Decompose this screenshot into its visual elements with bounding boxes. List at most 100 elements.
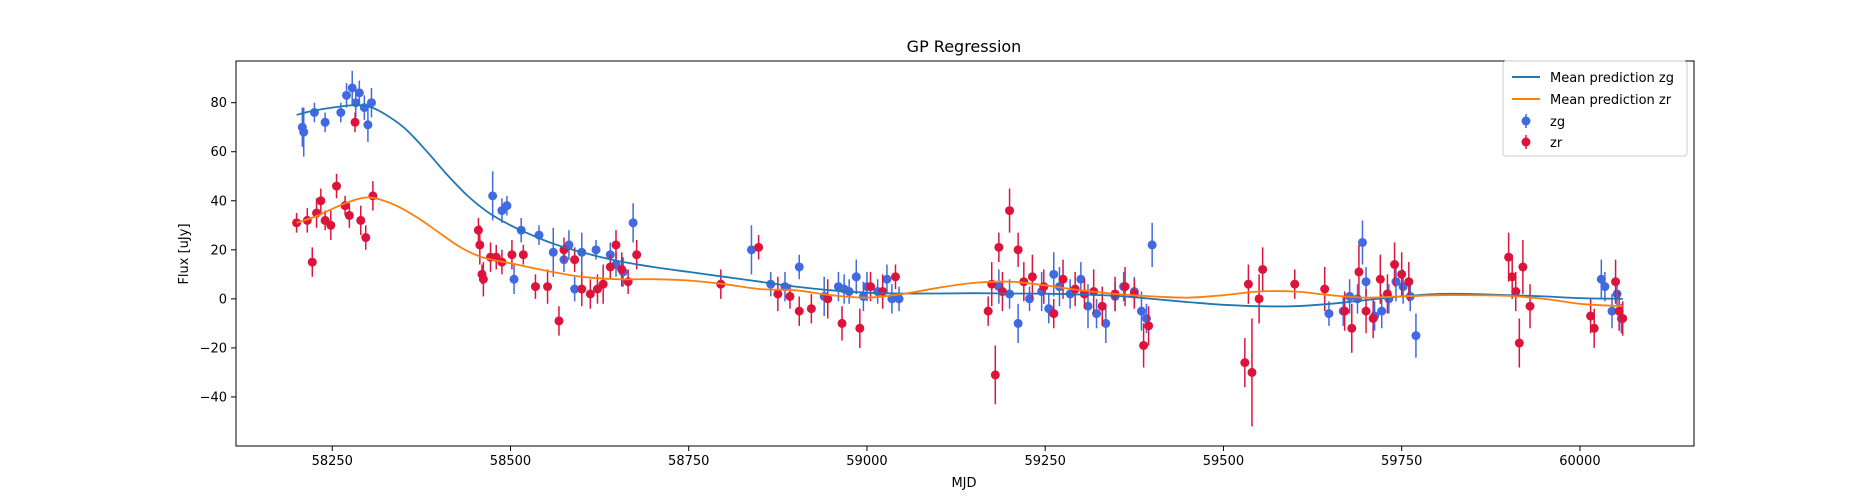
data-point-zg (592, 245, 601, 254)
data-point-zg (1411, 331, 1420, 340)
data-point-zg (1049, 270, 1058, 279)
data-point-zr (612, 240, 621, 249)
x-tick-label: 59750 (1381, 454, 1422, 469)
data-point-zr (1059, 275, 1068, 284)
data-point-zg (1377, 307, 1386, 316)
data-point-zr (1515, 339, 1524, 348)
data-point-zg (1362, 277, 1371, 286)
data-point-zr (1098, 302, 1107, 311)
data-point-zr (632, 250, 641, 259)
data-point-zr (570, 255, 579, 264)
data-point-zr (1526, 302, 1535, 311)
data-point-zr (1028, 272, 1037, 281)
data-point-zr (838, 319, 847, 328)
series-zg (298, 71, 1626, 358)
data-point-zr (1139, 341, 1148, 350)
data-point-zg (852, 272, 861, 281)
data-point-zr (474, 226, 483, 235)
x-tick-label: 60000 (1559, 454, 1600, 469)
y-tick-label: 20 (210, 243, 227, 258)
data-point-zg (549, 248, 558, 257)
data-point-zr (1258, 265, 1267, 274)
data-point-zr (1404, 277, 1413, 286)
data-point-zr (599, 280, 608, 289)
data-point-zr (531, 282, 540, 291)
series-zr (292, 112, 1627, 426)
data-layer (292, 71, 1627, 427)
data-point-zg (363, 120, 372, 129)
x-tick-label: 59000 (846, 454, 887, 469)
data-point-zr (878, 287, 887, 296)
x-tick-label: 59250 (1025, 454, 1066, 469)
x-tick-label: 58750 (668, 454, 709, 469)
data-point-zg (1324, 309, 1333, 318)
data-point-zr (1240, 358, 1249, 367)
data-point-zg (355, 88, 364, 97)
data-point-zr (855, 324, 864, 333)
legend-zr-label: zr (1550, 136, 1563, 151)
data-point-zr (891, 272, 900, 281)
data-point-zr (351, 118, 360, 127)
x-tick-label: 59500 (1203, 454, 1244, 469)
chart-title: GP Regression (907, 37, 1022, 56)
data-point-zr (1590, 324, 1599, 333)
data-point-zr (1005, 206, 1014, 215)
data-point-zr (1347, 324, 1356, 333)
data-point-zr (507, 250, 516, 259)
data-point-zg (795, 262, 804, 271)
data-point-zr (1121, 282, 1130, 291)
data-point-zr (1244, 280, 1253, 289)
data-point-zr (1340, 307, 1349, 316)
x-axis-label: MJD (951, 476, 976, 491)
data-point-zr (1376, 275, 1385, 284)
data-point-zg (299, 128, 308, 137)
data-point-zg (882, 275, 891, 284)
data-point-zr (1247, 368, 1256, 377)
x-tick-label: 58500 (490, 454, 531, 469)
data-point-zr (994, 243, 1003, 252)
data-point-zr (361, 233, 370, 242)
data-point-zr (1618, 314, 1627, 323)
data-point-zg (342, 91, 351, 100)
data-point-zr (606, 262, 615, 271)
data-point-zr (773, 289, 782, 298)
data-point-zr (332, 182, 341, 191)
data-point-zr (326, 221, 335, 230)
data-point-zr (1255, 294, 1264, 303)
data-point-zr (292, 218, 301, 227)
data-point-zg (1600, 282, 1609, 291)
data-point-zr (1354, 267, 1363, 276)
data-point-zr (998, 287, 1007, 296)
data-point-zr (356, 216, 365, 225)
data-point-zr (807, 304, 816, 313)
data-point-zr (1320, 285, 1329, 294)
y-tick-label: 40 (210, 194, 227, 209)
data-point-zr (1362, 307, 1371, 316)
data-point-zr (316, 196, 325, 205)
data-point-zr (1049, 309, 1058, 318)
y-tick-label: −40 (200, 390, 227, 405)
y-axis-label: Flux [uJy] (177, 223, 192, 284)
mean-prediction-line (297, 105, 1623, 306)
data-point-zr (1611, 277, 1620, 286)
x-tick-label: 58250 (312, 454, 353, 469)
data-point-zr (345, 211, 354, 220)
data-point-zr (577, 285, 586, 294)
data-point-zr (866, 282, 875, 291)
data-point-zr (754, 243, 763, 252)
plot-frame (236, 61, 1694, 446)
data-point-zg (1014, 319, 1023, 328)
legend: Mean prediction zg Mean prediction zr zg… (1503, 61, 1687, 156)
data-point-zg (629, 218, 638, 227)
data-point-zg (510, 275, 519, 284)
legend-zg-label: zg (1550, 115, 1565, 130)
data-point-zr (1390, 260, 1399, 269)
legend-zg-line-label: Mean prediction zg (1550, 71, 1674, 86)
y-tick-label: 0 (219, 292, 227, 307)
data-point-zr (1369, 314, 1378, 323)
data-point-zr (785, 292, 794, 301)
data-point-zr (475, 240, 484, 249)
data-point-zg (488, 191, 497, 200)
data-point-zr (519, 250, 528, 259)
